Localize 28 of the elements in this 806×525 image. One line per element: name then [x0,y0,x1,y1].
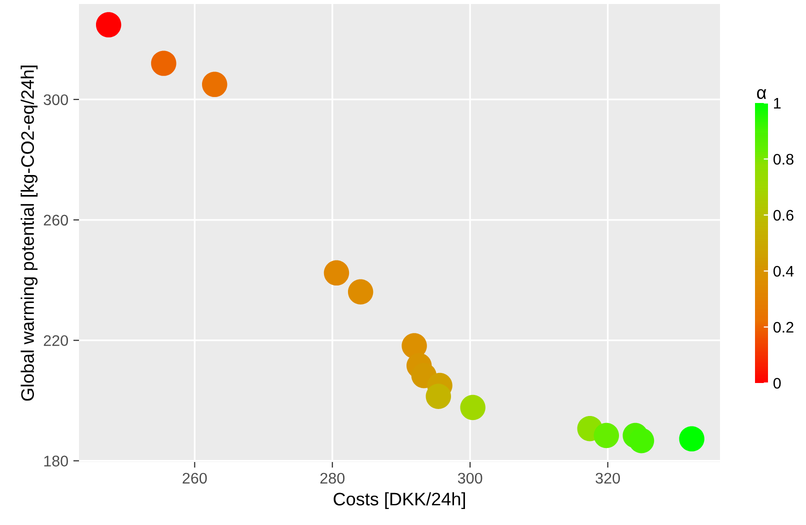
x-axis-title: Costs [DKK/24h] [334,492,465,510]
point [628,428,654,454]
point [202,72,228,98]
color-bar-title: α [757,89,766,100]
point [402,333,427,358]
point [324,260,350,286]
point [460,394,486,420]
point [348,279,374,304]
y-tick-label: 180 [44,456,68,466]
x-tick-label: 320 [596,472,620,484]
color-bar-label: 0.2 [773,322,794,333]
y-tick-label: 260 [44,214,68,226]
point [594,422,620,448]
color-bar-label: 0.4 [773,266,794,277]
color-bar-label: 1 [774,98,781,109]
x-tick-label: 300 [458,472,482,484]
color-bar-label: 0 [773,378,781,389]
point [96,12,122,38]
color-bar-label: 0.6 [773,210,794,221]
point [679,426,704,452]
color-bar-label: 0.8 [773,154,794,165]
x-tick-label: 280 [320,472,345,484]
y-tick-label: 220 [44,335,68,346]
point [151,50,176,76]
point [426,384,452,409]
x-tick-label: 260 [182,472,207,484]
y-tick-label: 300 [44,94,68,106]
y-axis-title: Global warming potential [kg-CO2-eq/24h] [20,66,38,401]
